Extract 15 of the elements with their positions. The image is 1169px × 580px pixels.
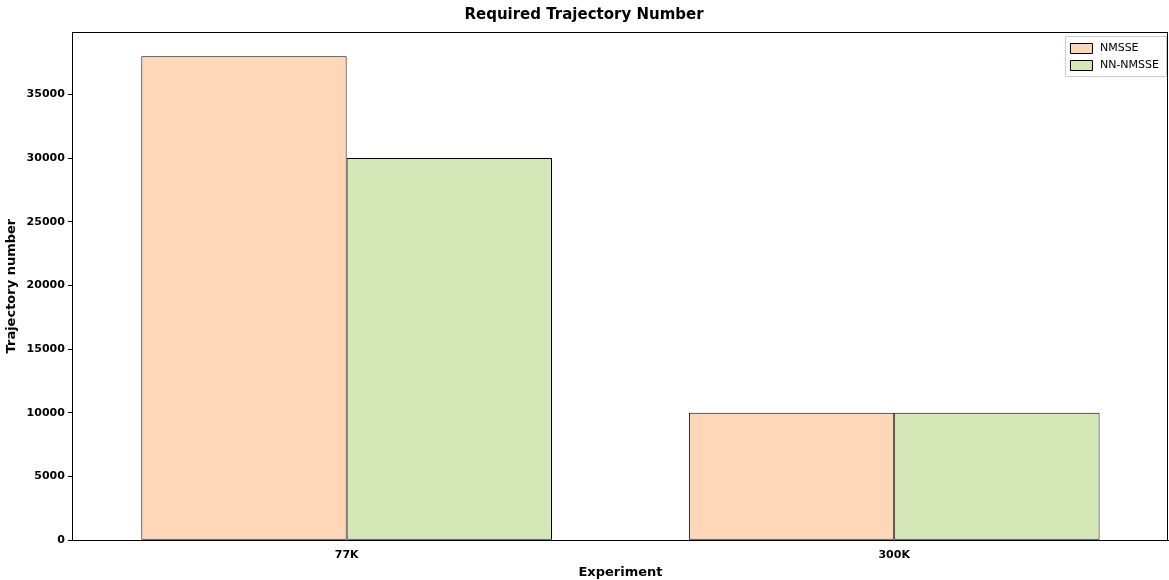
y-tick-label: 30000 (26, 150, 66, 164)
y-tick-label: 5000 (34, 469, 66, 483)
y-tick-label: 25000 (26, 214, 66, 228)
y-tick-label: 10000 (26, 405, 66, 419)
chart-title: Required Trajectory Number (464, 4, 705, 23)
y-axis-title: Trajectory number (3, 218, 19, 354)
y-tick-label: 15000 (26, 342, 66, 356)
x-tick-label: 300K (878, 547, 911, 561)
x-tick-label: 77K (334, 547, 360, 561)
legend-label: NMSSE (1099, 40, 1139, 54)
x-axis-title: Experiment (578, 563, 663, 579)
y-tick-label: 0 (57, 533, 66, 547)
legend-label: NN-NMSSE (1099, 57, 1160, 71)
y-tick-label: 35000 (26, 87, 66, 101)
y-tick-label: 20000 (26, 278, 66, 292)
